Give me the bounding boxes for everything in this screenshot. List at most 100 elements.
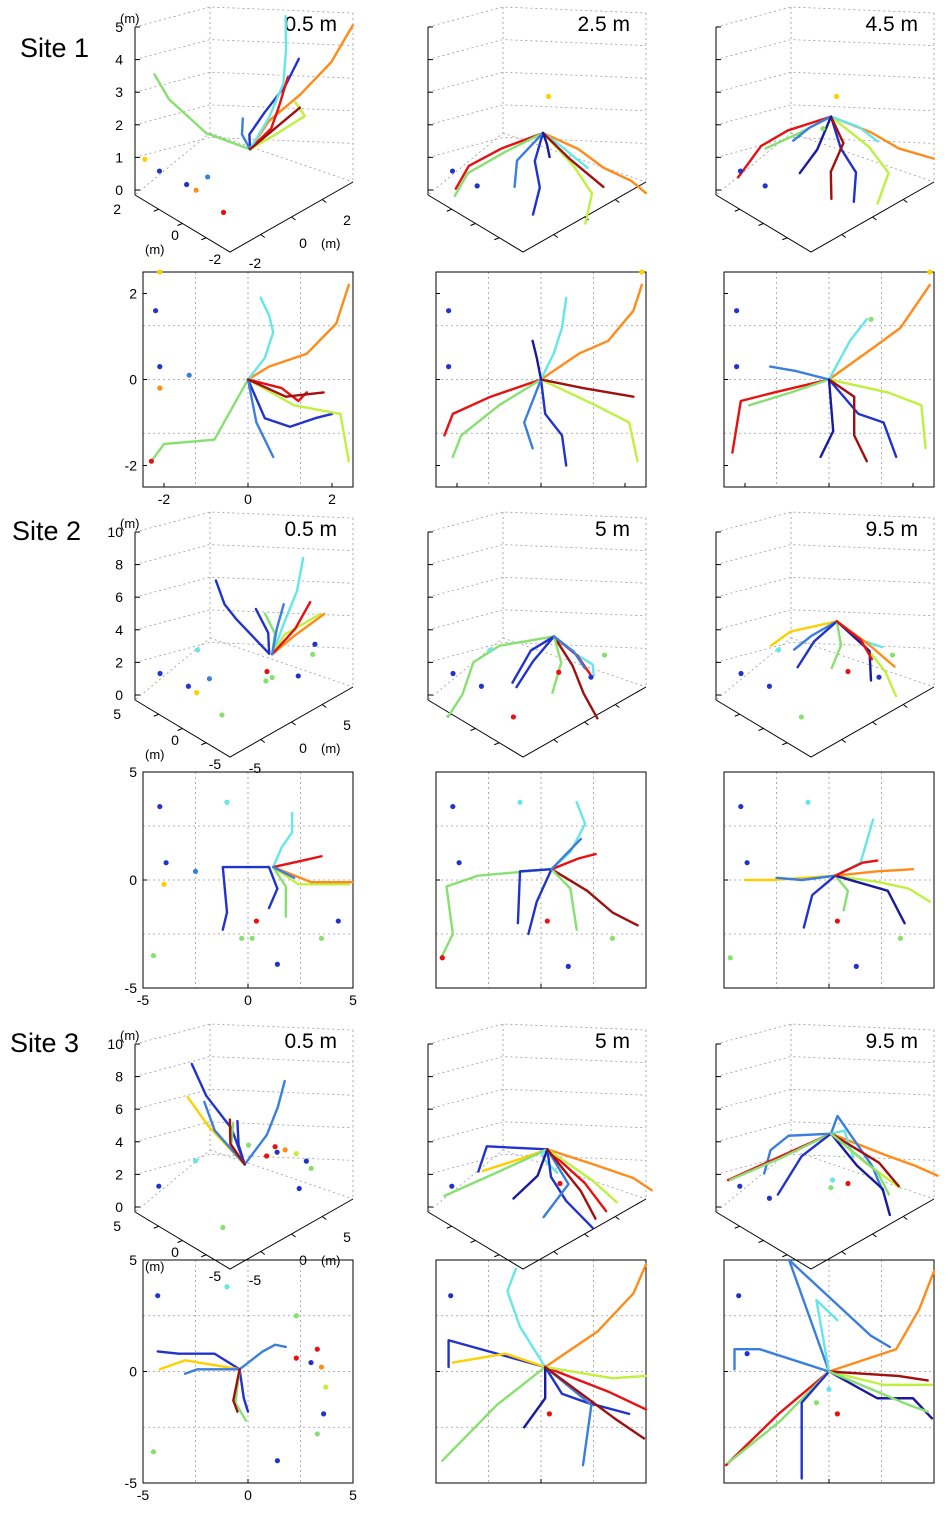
track-3d [796,620,839,669]
track-top [451,378,543,459]
y-tick-label: 5 [129,1252,137,1268]
track-top [769,365,831,381]
marker-point-top [253,918,259,924]
track-3d [829,115,890,205]
x-tick-label: 5 [113,1218,121,1234]
marker-point-top [150,1449,157,1455]
track-top [834,859,879,877]
track-top [827,378,898,459]
panel-top-site2-2 [435,771,647,989]
marker-point-top [546,1411,553,1417]
distance-label: 0.5 m [284,518,337,541]
track-top [443,378,543,437]
track-top [550,852,597,871]
track-top [819,378,835,459]
marker-point-top [186,372,192,378]
z-tick-label: 1 [115,149,123,165]
marker-point-top [853,963,859,970]
marker-point-top [318,1364,325,1370]
x-tick-label: 0 [244,491,252,507]
track-3d [454,131,545,190]
track-3d [541,131,647,195]
x-axis-unit: (m) [145,1259,165,1274]
z-tick-label: 0 [115,687,123,703]
marker-point-top [565,963,571,970]
marker-point-3d [205,174,211,180]
y-tick-label: -5 [249,1272,262,1288]
marker-point-top [448,1293,454,1299]
marker-point-top [727,955,733,961]
marker-point-top [163,860,169,866]
track-top [834,868,915,877]
track-3d [243,1079,286,1166]
track-top [272,865,296,880]
track-3d [214,579,271,655]
marker-point-top [150,953,157,959]
marker-point-3d [194,690,200,696]
marker-point-top [738,803,744,810]
marker-point-top [456,860,462,866]
track-3d [729,1132,833,1182]
track-3d [446,635,556,719]
track-3d [513,131,545,189]
distance-label: 9.5 m [865,1030,918,1053]
z-tick-label: 2 [115,654,123,670]
track-3d [248,24,354,151]
marker-point-3d [449,168,456,174]
site-label-2: Site 2 [12,516,81,546]
marker-point-3d [737,168,744,174]
track-top [156,1350,241,1371]
track-3d [829,1114,884,1191]
distance-label: 4.5 m [865,13,918,36]
marker-point-3d [194,647,201,653]
x-tick-label: -5 [209,1268,222,1284]
marker-point-3d [738,670,744,677]
y-tick-label: 0 [129,872,137,888]
track-top [827,1370,929,1382]
track-top [238,1343,287,1371]
marker-point-3d [474,183,480,189]
marker-point-top [639,269,645,275]
marker-point-top [609,935,616,941]
marker-point-top [274,1458,280,1464]
site-label-1: Site 1 [20,33,89,63]
track-top [539,283,643,381]
marker-point-top [308,1359,314,1366]
marker-point-3d [269,674,275,681]
marker-point-3d [828,1185,834,1191]
panel-3d-site3-2: 5 m [427,1023,653,1270]
marker-point-3d [833,93,840,99]
track-top [523,1365,547,1429]
y-tick-label: 5 [343,717,351,733]
x-tick-label: 0 [171,732,179,748]
track-top [267,865,279,910]
track-3d [541,131,605,189]
z-tick-label: 6 [115,589,123,605]
track-top [183,1368,241,1375]
marker-point-top [446,308,452,314]
z-axis-unit: (m) [120,11,140,26]
track-top [539,378,635,398]
track-3d [776,1132,833,1196]
y-tick-label: -5 [249,760,262,776]
marker-point-3d [157,670,163,677]
track-3d [453,131,545,198]
track-top [802,874,837,929]
marker-point-3d [263,1153,270,1159]
y-tick-label: 5 [129,764,137,780]
track-top [550,868,578,931]
marker-point-3d [845,1180,851,1187]
track-3d [835,620,873,661]
track-top [787,1258,892,1373]
track-top [550,868,639,927]
marker-point-top [805,799,811,805]
x-tick-label: 0 [171,1244,179,1260]
track-top [447,1339,547,1369]
track-top [246,378,334,428]
x-axis-unit: (m) [145,747,165,762]
marker-point-3d [556,669,562,675]
marker-point-top [321,1411,327,1417]
marker-point-top [239,935,245,941]
track-top [827,318,868,381]
z-tick-label: 2 [115,1166,123,1182]
